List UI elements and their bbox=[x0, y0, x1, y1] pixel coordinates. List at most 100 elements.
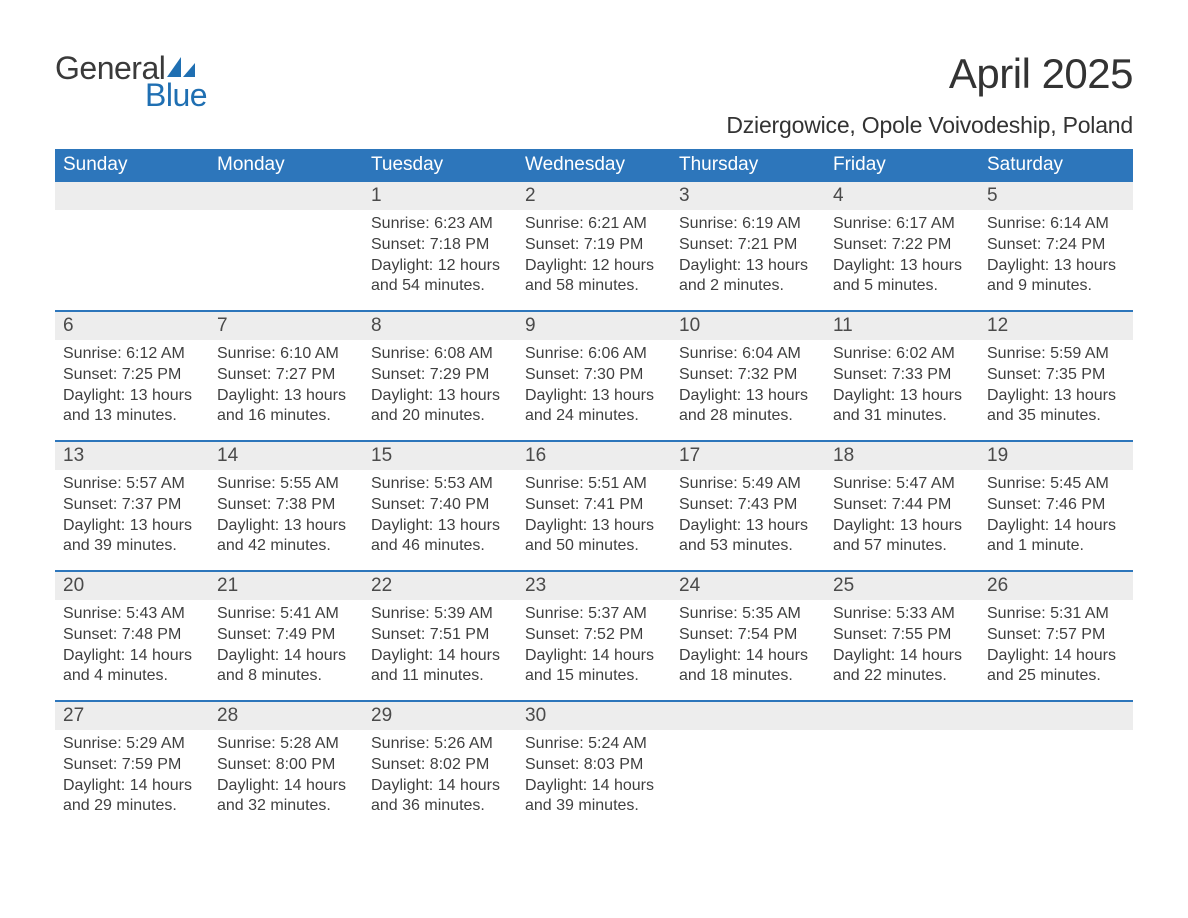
daylight-text: Daylight: 14 hours and 32 minutes. bbox=[217, 776, 355, 818]
calendar-day: 27Sunrise: 5:29 AMSunset: 7:59 PMDayligh… bbox=[55, 702, 209, 830]
day-number: 16 bbox=[517, 442, 671, 470]
daylight-text: Daylight: 13 hours and 42 minutes. bbox=[217, 516, 355, 558]
daylight-text: Daylight: 13 hours and 13 minutes. bbox=[63, 386, 201, 428]
calendar-week: 1Sunrise: 6:23 AMSunset: 7:18 PMDaylight… bbox=[55, 182, 1133, 310]
daylight-text: Daylight: 14 hours and 22 minutes. bbox=[833, 646, 971, 688]
day-content: Sunrise: 5:35 AMSunset: 7:54 PMDaylight:… bbox=[671, 600, 825, 695]
sunrise-text: Sunrise: 6:06 AM bbox=[525, 344, 663, 365]
day-content: Sunrise: 5:26 AMSunset: 8:02 PMDaylight:… bbox=[363, 730, 517, 825]
logo-sail-icon bbox=[167, 57, 195, 77]
calendar-day: 9Sunrise: 6:06 AMSunset: 7:30 PMDaylight… bbox=[517, 312, 671, 440]
weekday-header: Tuesday bbox=[363, 149, 517, 182]
sunset-text: Sunset: 7:25 PM bbox=[63, 365, 201, 386]
calendar: SundayMondayTuesdayWednesdayThursdayFrid… bbox=[55, 149, 1133, 830]
daylight-text: Daylight: 13 hours and 46 minutes. bbox=[371, 516, 509, 558]
calendar-day: 14Sunrise: 5:55 AMSunset: 7:38 PMDayligh… bbox=[209, 442, 363, 570]
sunset-text: Sunset: 7:44 PM bbox=[833, 495, 971, 516]
day-number: 9 bbox=[517, 312, 671, 340]
sunrise-text: Sunrise: 6:14 AM bbox=[987, 214, 1125, 235]
calendar-day bbox=[671, 702, 825, 830]
day-number: 7 bbox=[209, 312, 363, 340]
daylight-text: Daylight: 13 hours and 24 minutes. bbox=[525, 386, 663, 428]
calendar-day: 1Sunrise: 6:23 AMSunset: 7:18 PMDaylight… bbox=[363, 182, 517, 310]
daylight-text: Daylight: 13 hours and 2 minutes. bbox=[679, 256, 817, 298]
day-number: 2 bbox=[517, 182, 671, 210]
daylight-text: Daylight: 12 hours and 58 minutes. bbox=[525, 256, 663, 298]
weekday-header: Sunday bbox=[55, 149, 209, 182]
day-content: Sunrise: 5:41 AMSunset: 7:49 PMDaylight:… bbox=[209, 600, 363, 695]
sunrise-text: Sunrise: 5:55 AM bbox=[217, 474, 355, 495]
sunset-text: Sunset: 7:21 PM bbox=[679, 235, 817, 256]
sunset-text: Sunset: 8:03 PM bbox=[525, 755, 663, 776]
daylight-text: Daylight: 13 hours and 35 minutes. bbox=[987, 386, 1125, 428]
calendar-day: 10Sunrise: 6:04 AMSunset: 7:32 PMDayligh… bbox=[671, 312, 825, 440]
sunset-text: Sunset: 7:52 PM bbox=[525, 625, 663, 646]
day-content: Sunrise: 6:17 AMSunset: 7:22 PMDaylight:… bbox=[825, 210, 979, 305]
calendar-day: 21Sunrise: 5:41 AMSunset: 7:49 PMDayligh… bbox=[209, 572, 363, 700]
day-content: Sunrise: 6:04 AMSunset: 7:32 PMDaylight:… bbox=[671, 340, 825, 435]
daylight-text: Daylight: 14 hours and 1 minute. bbox=[987, 516, 1125, 558]
calendar-day: 28Sunrise: 5:28 AMSunset: 8:00 PMDayligh… bbox=[209, 702, 363, 830]
calendar-day: 6Sunrise: 6:12 AMSunset: 7:25 PMDaylight… bbox=[55, 312, 209, 440]
day-number: 6 bbox=[55, 312, 209, 340]
day-number bbox=[671, 702, 825, 730]
day-number bbox=[825, 702, 979, 730]
daylight-text: Daylight: 14 hours and 15 minutes. bbox=[525, 646, 663, 688]
day-number: 19 bbox=[979, 442, 1133, 470]
sunrise-text: Sunrise: 6:02 AM bbox=[833, 344, 971, 365]
weeks-container: 1Sunrise: 6:23 AMSunset: 7:18 PMDaylight… bbox=[55, 182, 1133, 830]
calendar-day: 26Sunrise: 5:31 AMSunset: 7:57 PMDayligh… bbox=[979, 572, 1133, 700]
daylight-text: Daylight: 14 hours and 4 minutes. bbox=[63, 646, 201, 688]
day-content: Sunrise: 5:28 AMSunset: 8:00 PMDaylight:… bbox=[209, 730, 363, 825]
sunrise-text: Sunrise: 5:41 AM bbox=[217, 604, 355, 625]
day-content: Sunrise: 5:55 AMSunset: 7:38 PMDaylight:… bbox=[209, 470, 363, 565]
sunset-text: Sunset: 7:41 PM bbox=[525, 495, 663, 516]
day-content: Sunrise: 6:02 AMSunset: 7:33 PMDaylight:… bbox=[825, 340, 979, 435]
sunset-text: Sunset: 7:48 PM bbox=[63, 625, 201, 646]
sunrise-text: Sunrise: 5:31 AM bbox=[987, 604, 1125, 625]
sunset-text: Sunset: 7:43 PM bbox=[679, 495, 817, 516]
daylight-text: Daylight: 14 hours and 8 minutes. bbox=[217, 646, 355, 688]
sunrise-text: Sunrise: 6:19 AM bbox=[679, 214, 817, 235]
logo: General Blue bbox=[55, 50, 207, 114]
sunset-text: Sunset: 8:00 PM bbox=[217, 755, 355, 776]
daylight-text: Daylight: 14 hours and 29 minutes. bbox=[63, 776, 201, 818]
day-number: 30 bbox=[517, 702, 671, 730]
sunset-text: Sunset: 7:24 PM bbox=[987, 235, 1125, 256]
sunset-text: Sunset: 7:32 PM bbox=[679, 365, 817, 386]
day-content: Sunrise: 6:21 AMSunset: 7:19 PMDaylight:… bbox=[517, 210, 671, 305]
day-number: 4 bbox=[825, 182, 979, 210]
sunrise-text: Sunrise: 5:35 AM bbox=[679, 604, 817, 625]
logo-text-blue: Blue bbox=[145, 77, 207, 114]
sunrise-text: Sunrise: 5:39 AM bbox=[371, 604, 509, 625]
daylight-text: Daylight: 14 hours and 39 minutes. bbox=[525, 776, 663, 818]
sunset-text: Sunset: 7:18 PM bbox=[371, 235, 509, 256]
daylight-text: Daylight: 13 hours and 16 minutes. bbox=[217, 386, 355, 428]
sunrise-text: Sunrise: 6:17 AM bbox=[833, 214, 971, 235]
sunset-text: Sunset: 7:33 PM bbox=[833, 365, 971, 386]
sunrise-text: Sunrise: 5:43 AM bbox=[63, 604, 201, 625]
sunset-text: Sunset: 7:38 PM bbox=[217, 495, 355, 516]
sunrise-text: Sunrise: 5:47 AM bbox=[833, 474, 971, 495]
day-number: 28 bbox=[209, 702, 363, 730]
sunrise-text: Sunrise: 5:33 AM bbox=[833, 604, 971, 625]
daylight-text: Daylight: 13 hours and 31 minutes. bbox=[833, 386, 971, 428]
calendar-day bbox=[209, 182, 363, 310]
daylight-text: Daylight: 13 hours and 20 minutes. bbox=[371, 386, 509, 428]
sunrise-text: Sunrise: 5:26 AM bbox=[371, 734, 509, 755]
sunrise-text: Sunrise: 5:51 AM bbox=[525, 474, 663, 495]
calendar-day: 11Sunrise: 6:02 AMSunset: 7:33 PMDayligh… bbox=[825, 312, 979, 440]
daylight-text: Daylight: 14 hours and 25 minutes. bbox=[987, 646, 1125, 688]
sunset-text: Sunset: 7:46 PM bbox=[987, 495, 1125, 516]
calendar-week: 20Sunrise: 5:43 AMSunset: 7:48 PMDayligh… bbox=[55, 570, 1133, 700]
day-number bbox=[979, 702, 1133, 730]
sunset-text: Sunset: 7:37 PM bbox=[63, 495, 201, 516]
day-content: Sunrise: 5:45 AMSunset: 7:46 PMDaylight:… bbox=[979, 470, 1133, 565]
day-number: 23 bbox=[517, 572, 671, 600]
calendar-week: 13Sunrise: 5:57 AMSunset: 7:37 PMDayligh… bbox=[55, 440, 1133, 570]
weekday-header: Saturday bbox=[979, 149, 1133, 182]
calendar-day: 2Sunrise: 6:21 AMSunset: 7:19 PMDaylight… bbox=[517, 182, 671, 310]
calendar-day: 29Sunrise: 5:26 AMSunset: 8:02 PMDayligh… bbox=[363, 702, 517, 830]
daylight-text: Daylight: 13 hours and 53 minutes. bbox=[679, 516, 817, 558]
day-content: Sunrise: 5:37 AMSunset: 7:52 PMDaylight:… bbox=[517, 600, 671, 695]
